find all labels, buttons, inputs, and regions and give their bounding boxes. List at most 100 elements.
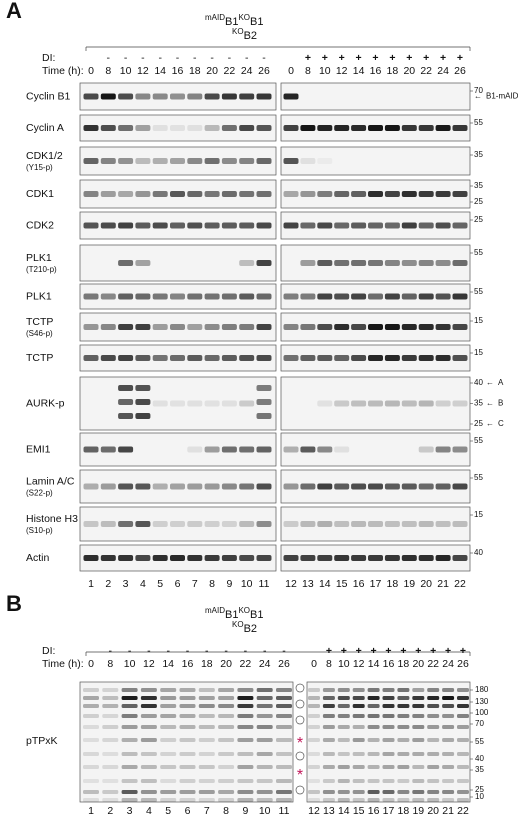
band <box>401 222 417 229</box>
band <box>442 725 455 729</box>
band <box>256 324 272 330</box>
mw-marker: 35 <box>474 181 483 190</box>
band <box>322 752 335 756</box>
band <box>83 779 99 783</box>
band <box>300 324 316 330</box>
blot-box <box>79 681 294 803</box>
band <box>351 222 367 229</box>
mw-marker: 70 <box>475 719 484 728</box>
band <box>317 125 333 131</box>
band <box>334 324 350 330</box>
band <box>187 93 203 100</box>
band <box>237 714 254 718</box>
band <box>322 688 335 692</box>
band <box>397 704 410 708</box>
lane-number: 21 <box>442 805 454 817</box>
band <box>237 738 254 742</box>
mw-marker: 55 <box>474 248 483 257</box>
time-label: Time (h): <box>42 65 84 77</box>
band <box>152 521 168 527</box>
di-symbol: - <box>193 52 197 64</box>
band <box>140 752 157 756</box>
band <box>237 752 254 756</box>
time-value: 22 <box>224 65 236 77</box>
mw-marker: 40 <box>474 378 483 387</box>
band <box>452 521 468 527</box>
band <box>317 555 333 561</box>
band <box>351 521 367 527</box>
band <box>218 704 235 708</box>
band <box>256 222 272 229</box>
band <box>218 696 235 700</box>
lane-number: 21 <box>437 578 449 590</box>
band <box>384 191 400 197</box>
band <box>204 125 220 131</box>
time-value: 10 <box>319 65 331 77</box>
mw-marker: 180 <box>475 685 489 694</box>
band <box>239 158 255 164</box>
band <box>121 752 138 756</box>
time-value: 24 <box>259 658 271 670</box>
lane-number: 20 <box>427 805 439 817</box>
band <box>367 790 380 794</box>
band <box>351 260 367 266</box>
time-value: 24 <box>442 658 454 670</box>
band <box>368 521 383 527</box>
mw-marker: 100 <box>475 708 489 717</box>
band <box>457 790 469 794</box>
genotype: KOB2 <box>232 27 257 42</box>
row-label: TCTP <box>26 316 53 328</box>
band <box>308 704 320 708</box>
band <box>334 355 350 361</box>
band <box>412 790 425 794</box>
band <box>221 93 237 100</box>
band <box>276 704 292 708</box>
band <box>322 725 335 729</box>
band <box>384 521 400 527</box>
band <box>152 158 168 164</box>
band <box>179 688 196 692</box>
band <box>337 688 350 692</box>
band <box>152 324 168 330</box>
band <box>427 752 440 756</box>
band <box>187 355 203 361</box>
band <box>170 324 185 330</box>
band <box>283 355 299 361</box>
band <box>276 752 292 756</box>
band <box>418 293 434 300</box>
time-value: 10 <box>124 658 136 670</box>
band <box>452 555 468 561</box>
genotype-sup: KO <box>232 27 244 36</box>
genotype-sup: KO <box>238 606 250 615</box>
blot-box <box>280 376 471 431</box>
band <box>368 191 383 197</box>
row-label: AURK-p <box>26 397 65 409</box>
band <box>187 400 203 407</box>
di-symbol: - <box>224 645 228 657</box>
band <box>300 355 316 361</box>
band <box>187 555 203 561</box>
band <box>102 696 119 700</box>
band <box>83 125 99 131</box>
band <box>140 779 157 783</box>
band <box>239 293 255 300</box>
band <box>118 446 134 453</box>
band <box>317 293 333 300</box>
time-value: 26 <box>278 658 290 670</box>
band <box>237 765 254 769</box>
band <box>135 191 151 197</box>
mw-marker: 15 <box>474 510 483 519</box>
band <box>121 738 138 742</box>
band <box>198 738 215 742</box>
band <box>256 191 272 197</box>
band <box>382 688 395 692</box>
band <box>256 790 273 794</box>
di-symbol: + <box>460 645 466 657</box>
band <box>256 413 272 419</box>
genotype-text: B1 <box>225 16 238 28</box>
di-symbol: - <box>124 52 128 64</box>
band <box>442 752 455 756</box>
time-value: 24 <box>241 65 253 77</box>
band <box>170 222 185 229</box>
band <box>198 696 215 700</box>
